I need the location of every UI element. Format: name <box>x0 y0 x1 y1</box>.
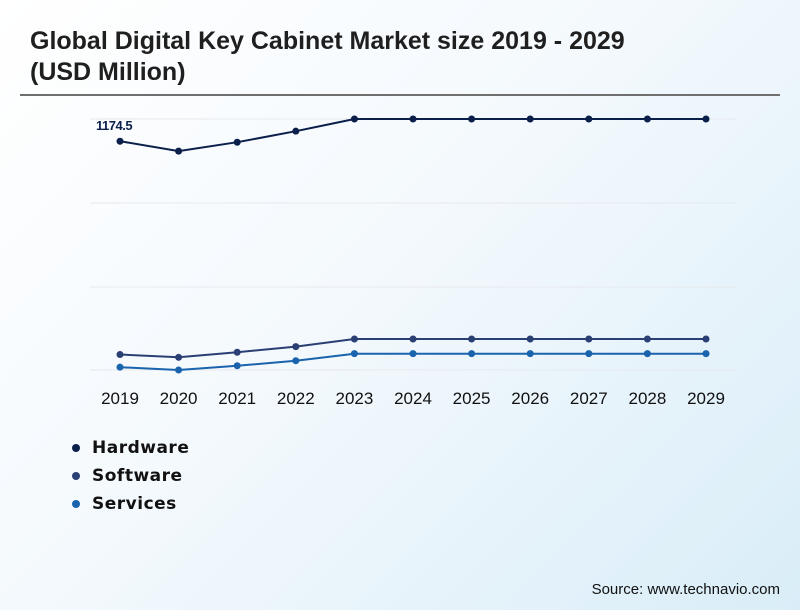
line-chart: 1174.5 2019 2020 2021 2022 2023 2024 2025 2026 2… <box>90 115 736 408</box>
chart-title: Global Digital Key Cabinet Market size 2… <box>30 27 625 86</box>
point-services-2023 <box>350 350 358 358</box>
legend-dot-hardware-icon <box>72 444 80 452</box>
legend-label-hardware: Hardware <box>92 438 190 458</box>
point-hardware-2028 <box>643 115 651 123</box>
legend-label-software: Software <box>92 466 183 486</box>
point-software-2026 <box>526 335 534 343</box>
point-software-2027 <box>585 335 593 343</box>
x-tick-label-2021: 2021 <box>218 389 256 408</box>
point-software-2022 <box>292 343 300 351</box>
point-services-2026 <box>526 350 534 358</box>
legend-dot-services-icon <box>72 500 80 508</box>
point-hardware-2022 <box>292 127 300 135</box>
series-line-hardware <box>119 118 706 153</box>
point-services-2020 <box>175 366 183 374</box>
point-hardware-2019 <box>116 137 124 145</box>
point-software-2024 <box>409 335 417 343</box>
point-hardware-2024 <box>409 115 417 123</box>
point-software-2021 <box>233 348 241 356</box>
point-software-2023 <box>350 335 358 343</box>
point-hardware-2029 <box>702 115 710 123</box>
x-tick-label-2026: 2026 <box>511 389 549 408</box>
x-tick-label-2029: 2029 <box>687 389 725 408</box>
point-hardware-2020 <box>175 147 183 155</box>
x-tick-label-2022: 2022 <box>277 389 315 408</box>
point-services-2024 <box>409 350 417 358</box>
legend-item-services: Services <box>72 490 189 518</box>
point-hardware-2023 <box>350 115 358 123</box>
legend: Hardware Software Services <box>72 434 189 518</box>
x-tick-label-2027: 2027 <box>570 389 608 408</box>
point-services-2025 <box>468 350 476 358</box>
legend-item-hardware: Hardware <box>72 434 189 462</box>
point-hardware-2021 <box>233 138 241 146</box>
point-software-2029 <box>702 335 710 343</box>
point-software-2028 <box>643 335 651 343</box>
x-tick-label-2028: 2028 <box>628 389 666 408</box>
point-services-2021 <box>233 362 241 370</box>
source-credit: Source: www.technavio.com <box>591 581 780 598</box>
point-services-2028 <box>643 350 651 358</box>
legend-dot-software-icon <box>72 472 80 480</box>
point-hardware-2027 <box>585 115 593 123</box>
point-software-2019 <box>116 351 124 358</box>
point-software-2025 <box>468 335 476 343</box>
point-services-2027 <box>585 350 593 358</box>
data-label-hardware-2019: 1174.5 <box>96 118 132 133</box>
point-hardware-2025 <box>468 115 476 123</box>
point-services-2029 <box>702 350 710 358</box>
title-divider <box>20 94 780 96</box>
point-software-2020 <box>175 353 183 361</box>
x-tick-label-2019: 2019 <box>101 389 139 408</box>
legend-item-software: Software <box>72 462 189 490</box>
point-services-2019 <box>116 363 124 371</box>
x-tick-label-2020: 2020 <box>160 389 198 408</box>
point-services-2022 <box>292 357 300 365</box>
legend-label-services: Services <box>92 494 177 514</box>
x-tick-label-2023: 2023 <box>335 389 373 408</box>
x-tick-label-2025: 2025 <box>453 389 491 408</box>
point-hardware-2026 <box>526 115 534 123</box>
x-tick-label-2024: 2024 <box>394 389 432 408</box>
